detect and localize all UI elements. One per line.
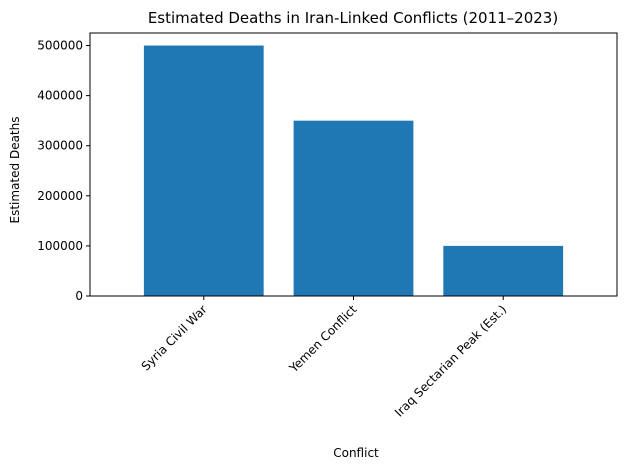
y-axis-label: Estimated Deaths	[8, 117, 22, 224]
y-tick-label: 400000	[37, 89, 83, 103]
y-tick-label: 0	[75, 289, 83, 303]
bars-group	[143, 45, 564, 297]
bar	[443, 245, 564, 296]
x-tick-label: Yemen Conflict	[286, 302, 360, 376]
plot-frame	[89, 32, 618, 297]
y-tick-label: 300000	[37, 139, 83, 153]
x-axis: Syria Civil War Yemen Conflict Iraq Sectar…	[139, 296, 509, 420]
y-axis: 0 100000 200000 300000 400000 500000	[37, 39, 90, 303]
y-tick-label: 100000	[37, 239, 83, 253]
y-tick-label: 200000	[37, 189, 83, 203]
x-tick-label: Syria Civil War	[139, 302, 210, 373]
x-tick-label: Iraq Sectarian Peak (Est.)	[392, 302, 509, 419]
chart-title: Estimated Deaths in Iran-Linked Conflict…	[148, 9, 558, 27]
y-tick-label: 500000	[37, 39, 83, 53]
bar	[143, 45, 264, 297]
x-axis-label: Conflict	[333, 446, 379, 460]
bar	[293, 120, 414, 297]
